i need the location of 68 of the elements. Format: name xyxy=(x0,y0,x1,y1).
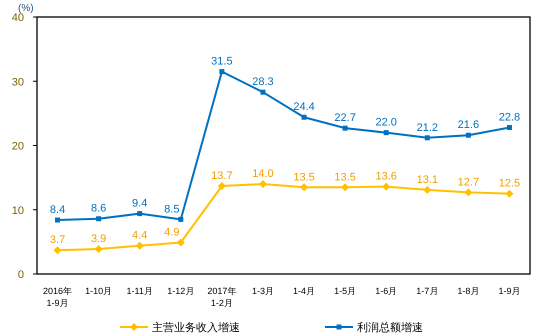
point xyxy=(464,188,472,196)
data-label: 8.5 xyxy=(164,203,180,216)
x-tick-label: 1-10月 xyxy=(85,286,112,296)
point xyxy=(258,180,267,188)
data-label: 9.4 xyxy=(132,198,148,210)
y-tick-label: 10 xyxy=(12,204,24,217)
x-tick-label: 1-4月 xyxy=(293,286,316,296)
x-tick-label: 1-11月 xyxy=(126,286,153,296)
data-label: 13.5 xyxy=(293,171,315,184)
point xyxy=(384,130,389,136)
data-label: 28.3 xyxy=(252,76,274,88)
y-tick-label: 30 xyxy=(12,76,24,88)
point xyxy=(424,135,430,140)
x-tick-label: 2017年 1-2月 xyxy=(207,286,236,308)
data-label: 24.4 xyxy=(293,101,315,114)
x-tick-label: 1-5月 xyxy=(334,286,356,296)
data-label: 14.0 xyxy=(252,168,274,180)
point xyxy=(137,211,142,216)
point xyxy=(423,186,432,194)
x-tick-label: 1-3月 xyxy=(252,286,274,296)
data-label: 13.1 xyxy=(416,174,438,186)
data-label: 21.2 xyxy=(416,122,438,134)
data-label: 4.4 xyxy=(132,230,148,242)
data-label: 22.7 xyxy=(334,112,356,124)
data-label: 3.7 xyxy=(50,234,66,246)
y-tick-label: 20 xyxy=(12,140,24,152)
point xyxy=(342,126,348,131)
point xyxy=(260,90,266,95)
point xyxy=(466,132,471,138)
data-label: 13.5 xyxy=(334,171,356,184)
x-tick-label: 1-8月 xyxy=(457,286,480,296)
x-tick-label: 1-9月 xyxy=(498,286,520,296)
y-tick-label: 40 xyxy=(12,12,24,24)
point xyxy=(178,216,184,222)
point xyxy=(96,216,102,222)
point xyxy=(55,218,60,223)
point xyxy=(506,125,512,130)
point xyxy=(136,242,144,250)
x-tick-label: 1-7月 xyxy=(416,286,438,296)
point xyxy=(300,183,308,192)
data-label: 8.6 xyxy=(90,202,106,215)
point xyxy=(341,183,350,192)
point xyxy=(505,190,514,198)
data-label: 3.9 xyxy=(90,232,106,245)
data-label: 13.7 xyxy=(211,170,233,182)
y-axis-title: (%) xyxy=(18,3,34,14)
data-label: 12.7 xyxy=(458,176,480,188)
data-label: 4.9 xyxy=(164,226,180,239)
data-label: 22.0 xyxy=(375,116,397,129)
data-label: 8.4 xyxy=(50,204,66,216)
x-tick-label: 1-12月 xyxy=(167,286,194,296)
legend-label: 主营业务收入增速 xyxy=(152,321,240,334)
legend-label: 利润总额增速 xyxy=(357,321,423,334)
x-tick-label: 1-6月 xyxy=(375,286,398,296)
point xyxy=(54,246,62,254)
data-label: 21.6 xyxy=(458,119,480,132)
y-tick-label: 0 xyxy=(18,269,24,281)
x-tick-label: 2016年 1-9月 xyxy=(43,286,72,308)
point xyxy=(382,182,390,191)
data-label: 22.8 xyxy=(498,112,520,124)
point xyxy=(176,238,185,247)
data-label: 13.6 xyxy=(375,170,397,183)
data-label: 12.5 xyxy=(498,178,520,190)
data-label: 31.5 xyxy=(211,56,233,68)
point xyxy=(302,114,307,120)
point xyxy=(219,69,224,74)
point xyxy=(94,244,103,253)
point xyxy=(218,182,226,190)
